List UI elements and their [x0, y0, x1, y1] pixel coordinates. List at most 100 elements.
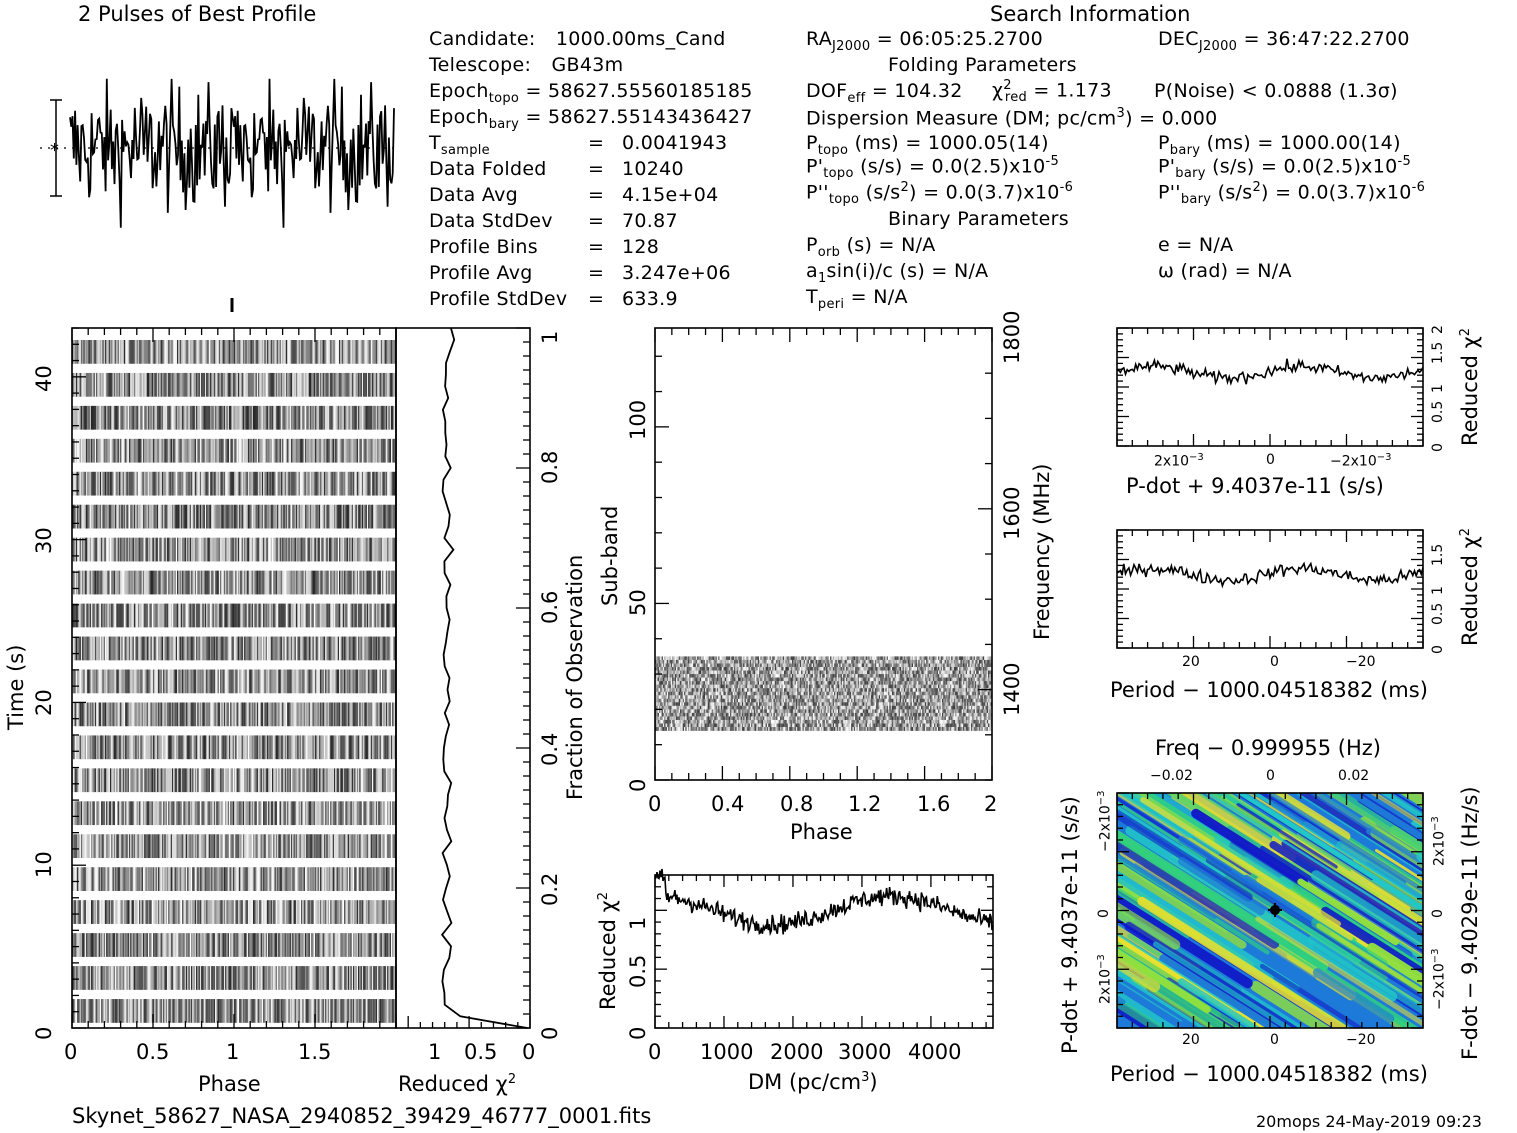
greyscale-cell [273, 504, 275, 529]
greyscale-cell [369, 372, 372, 397]
greyscale-cell [349, 735, 351, 760]
greyscale-cell [294, 471, 297, 496]
greyscale-cell [342, 570, 345, 595]
greyscale-cell [123, 537, 126, 562]
greyscale-cell [123, 405, 126, 430]
greyscale-cell [269, 636, 272, 661]
greyscale-cell [316, 504, 318, 529]
greyscale-cell [116, 471, 118, 496]
greyscale-cell [111, 669, 113, 694]
greyscale-cell [215, 570, 217, 595]
greyscale-cell [290, 340, 293, 364]
greyscale-cell [328, 471, 331, 496]
greyscale-cell [347, 669, 350, 694]
greyscale-cell [72, 735, 74, 760]
greyscale-cell [382, 340, 384, 364]
greyscale-cell [297, 372, 299, 397]
info-row: Data StdDev [429, 210, 553, 232]
greyscale-cell [288, 438, 291, 463]
greyscale-cell [355, 405, 358, 430]
greyscale-cell [87, 537, 89, 562]
greyscale-cell [345, 438, 348, 463]
greyscale-cell [232, 603, 235, 628]
greyscale-cell [293, 537, 296, 562]
greyscale-cell [256, 340, 259, 364]
greyscale-cell [213, 636, 216, 661]
greyscale-cell [79, 537, 82, 562]
greyscale-cell [361, 735, 364, 760]
greyscale-cell [297, 438, 299, 463]
greyscale-cell [270, 702, 273, 727]
greyscale-cell [190, 636, 193, 661]
greyscale-cell [146, 537, 149, 562]
greyscale-cell [332, 504, 335, 529]
greyscale-cell [196, 405, 198, 430]
greyscale-cell [328, 669, 331, 694]
greyscale-cell [266, 669, 269, 694]
info-row-name: Data Avg [429, 184, 518, 206]
greyscale-cell [128, 504, 131, 529]
greyscale-cell [390, 735, 393, 760]
greyscale-cell [125, 405, 127, 430]
greyscale-cell [194, 471, 197, 496]
greyscale-cell [87, 340, 89, 364]
greyscale-cell [336, 405, 339, 430]
greyscale-cell [158, 372, 160, 397]
greyscale-cell [236, 372, 239, 397]
greyscale-cell [356, 735, 359, 760]
greyscale-cell [121, 570, 124, 595]
greyscale-cell [375, 340, 378, 364]
greyscale-cell [382, 669, 384, 694]
greyscale-cell [194, 570, 197, 595]
greyscale-cell [390, 702, 393, 727]
greyscale-cell [344, 504, 346, 529]
greyscale-cell [351, 372, 354, 397]
greyscale-cell [218, 438, 221, 463]
greyscale-cell [284, 669, 287, 694]
greyscale-cell [215, 471, 217, 496]
greyscale-cell [139, 636, 141, 661]
greyscale-cell [388, 669, 391, 694]
greyscale-cell [88, 603, 91, 628]
greyscale-cell [137, 537, 140, 562]
greyscale-cell [185, 603, 188, 628]
greyscale-cell [164, 669, 167, 694]
greyscale-cell [317, 504, 320, 529]
greyscale-cell [115, 504, 117, 529]
greyscale-cell [236, 636, 239, 661]
greyscale-cell [106, 405, 108, 430]
greyscale-cell [289, 340, 292, 364]
greyscale-cell [209, 405, 212, 430]
greyscale-cell [87, 471, 89, 496]
greyscale-cell [116, 405, 118, 430]
greyscale-cell [196, 340, 198, 364]
greyscale-cell [364, 669, 367, 694]
greyscale-cell [356, 570, 359, 595]
greyscale-cell [349, 340, 351, 364]
greyscale-cell [72, 702, 74, 727]
greyscale-cell [192, 471, 194, 496]
greyscale-cell [385, 735, 388, 760]
greyscale-cell [73, 702, 75, 727]
greyscale-cell [354, 537, 356, 562]
greyscale-cell [297, 669, 299, 694]
greyscale-cell [211, 438, 213, 463]
greyscale-cell [375, 504, 378, 529]
greyscale-cell [352, 735, 355, 760]
greyscale-cell [331, 702, 334, 727]
greyscale-cell [103, 504, 106, 529]
greyscale-cell [80, 504, 83, 529]
greyscale-cell [182, 570, 184, 595]
greyscale-cell [379, 537, 382, 562]
greyscale-cell [285, 340, 288, 364]
greyscale-cell [180, 735, 183, 760]
greyscale-cell [202, 603, 205, 628]
greyscale-cell [301, 537, 303, 562]
greyscale-cell [156, 340, 159, 364]
greyscale-cell [302, 735, 305, 760]
greyscale-cell [250, 570, 253, 595]
greyscale-cell [260, 405, 263, 430]
greyscale-cell [317, 603, 320, 628]
greyscale-cell [142, 471, 145, 496]
greyscale-cell [242, 702, 245, 727]
